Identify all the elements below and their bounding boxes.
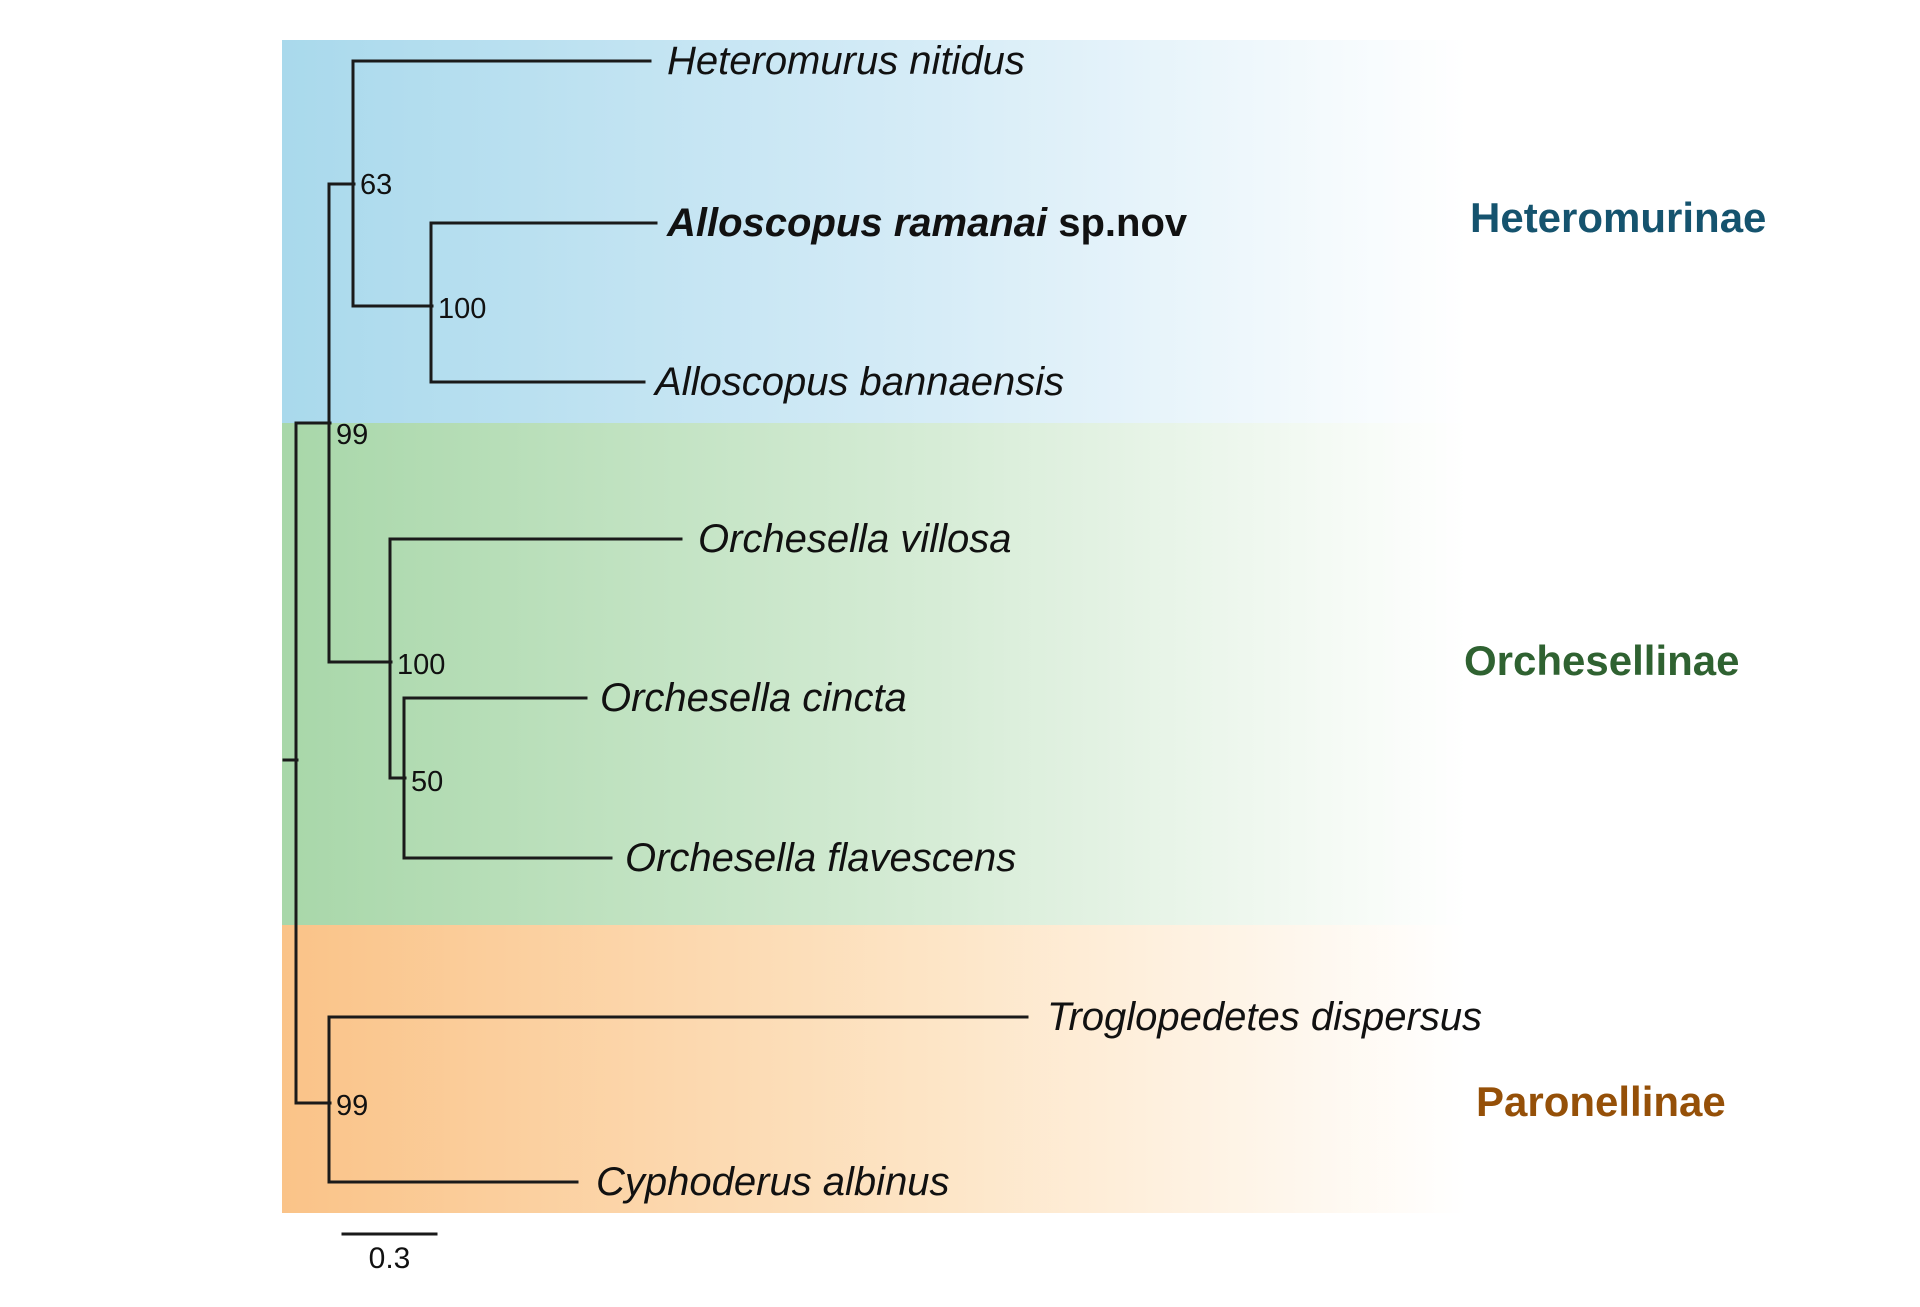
taxon-orchesella-villosa: Orchesella villosa	[698, 517, 1012, 561]
root-branches	[282, 421, 299, 1105]
support-value-100-orchesella: 100	[397, 649, 446, 681]
support-value-63: 63	[360, 169, 393, 201]
taxon-orchesella-cincta: Orchesella cincta	[600, 676, 907, 720]
scale-bar-label: 0.3	[368, 1242, 411, 1275]
clade-label-heteromurinae: Heteromurinae	[1470, 194, 1767, 241]
heteromurinae-branches	[294, 59, 658, 664]
clade-label-orchesellinae: Orchesellinae	[1464, 637, 1740, 684]
paronellinae-band	[282, 925, 1467, 1213]
orchesellinae-band	[282, 423, 1467, 925]
taxon-troglopedetes-dispersus: Troglopedetes dispersus	[1047, 995, 1483, 1039]
support-value-100-alloscopus: 100	[438, 293, 487, 325]
taxon-alloscopus-ramanai: Alloscopus ramanai sp.nov	[667, 203, 1187, 243]
heteromurinae-band	[282, 40, 1467, 423]
taxon-heteromurus-nitidus: Heteromurus nitidus	[667, 39, 1025, 83]
orchesellinae-branches	[327, 537, 683, 860]
taxon-alloscopus-ramanai-suffix: sp.nov	[1047, 201, 1188, 245]
support-value-50: 50	[411, 766, 444, 798]
support-value-99-bottom: 99	[336, 1090, 369, 1122]
taxon-alloscopus-bannaensis: Alloscopus bannaensis	[655, 360, 1065, 404]
support-value-99-top: 99	[336, 419, 369, 451]
clade-label-paronellinae: Paronellinae	[1476, 1078, 1726, 1125]
taxon-orchesella-flavescens: Orchesella flavescens	[625, 836, 1017, 880]
taxon-alloscopus-ramanai-italic: Alloscopus ramanai	[667, 201, 1048, 245]
paronellinae-branches	[294, 1015, 1029, 1184]
taxon-cyphoderus-albinus: Cyphoderus albinus	[596, 1160, 950, 1204]
